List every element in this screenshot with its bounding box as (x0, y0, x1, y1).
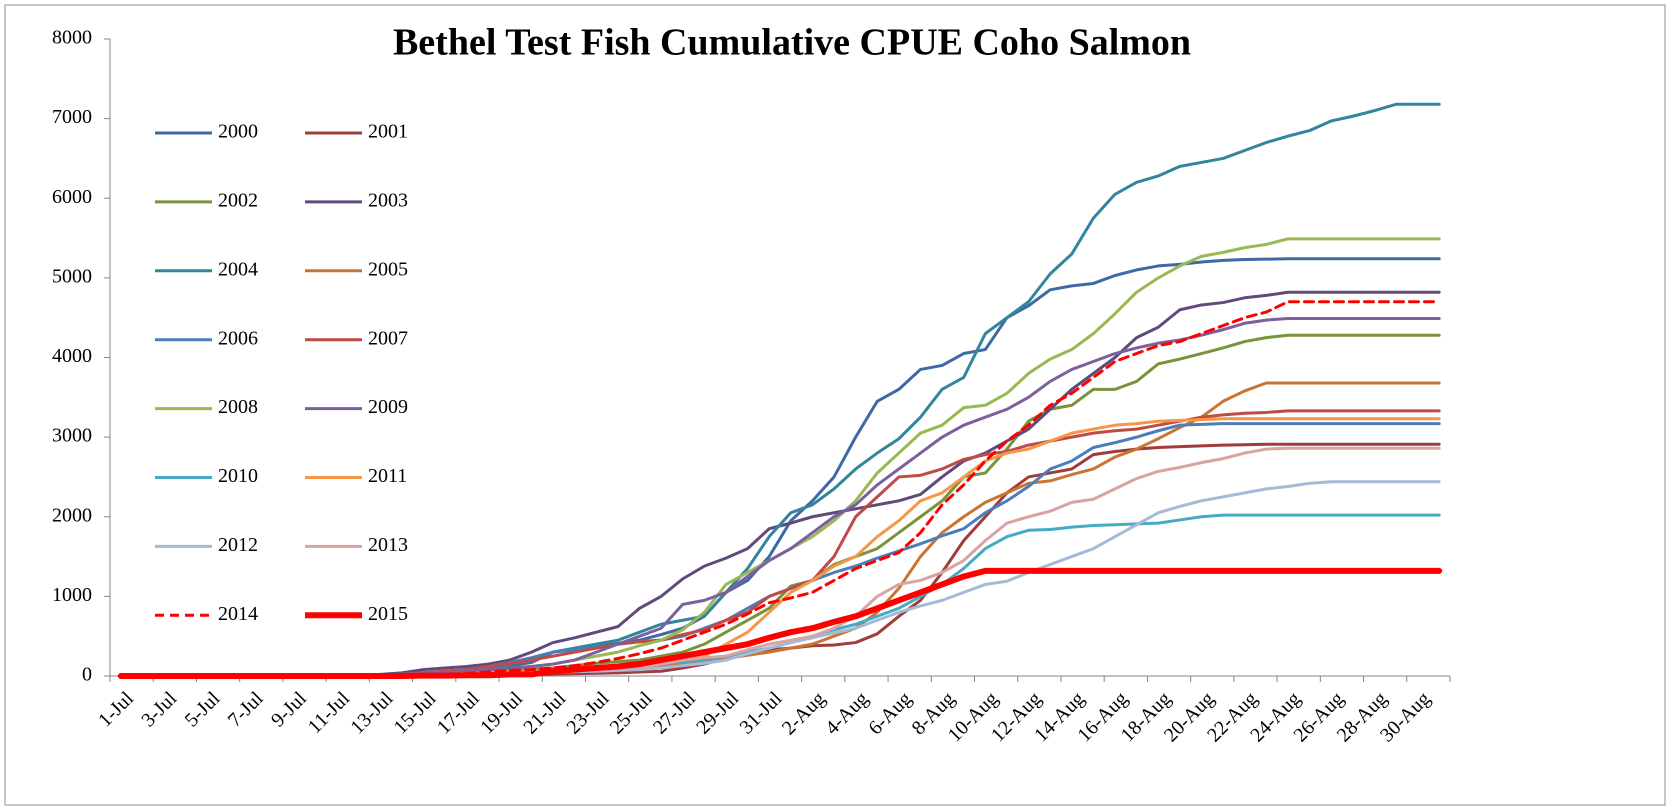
y-tick-label: 7000 (52, 106, 92, 128)
legend-label: 2009 (368, 396, 408, 418)
legend-label: 2015 (368, 603, 408, 625)
legend-label: 2001 (368, 121, 408, 143)
y-tick-label: 0 (82, 664, 92, 686)
chart-title: Bethel Test Fish Cumulative CPUE Coho Sa… (393, 22, 1191, 64)
legend-label: 2005 (368, 258, 408, 280)
legend-label: 2004 (218, 258, 258, 280)
legend-label: 2002 (218, 189, 258, 211)
chart-frame (4, 4, 1666, 806)
y-tick-label: 6000 (52, 186, 92, 208)
legend-label: 2010 (218, 465, 258, 487)
y-tick-label: 4000 (52, 345, 92, 367)
legend-label: 2012 (218, 534, 258, 556)
y-tick-label: 8000 (52, 27, 92, 49)
y-tick-label: 2000 (52, 504, 92, 526)
y-tick-label: 3000 (52, 425, 92, 447)
legend-label: 2014 (218, 603, 258, 625)
legend-label: 2000 (218, 121, 258, 143)
y-tick-label: 5000 (52, 265, 92, 287)
legend-label: 2008 (218, 396, 258, 418)
y-tick-label: 1000 (52, 584, 92, 606)
legend-label: 2013 (368, 534, 408, 556)
legend-label: 2007 (368, 327, 408, 349)
legend-label: 2006 (218, 327, 258, 349)
legend-label: 2011 (368, 465, 407, 487)
series-line (117, 567, 1443, 679)
legend-label: 2003 (368, 189, 408, 211)
